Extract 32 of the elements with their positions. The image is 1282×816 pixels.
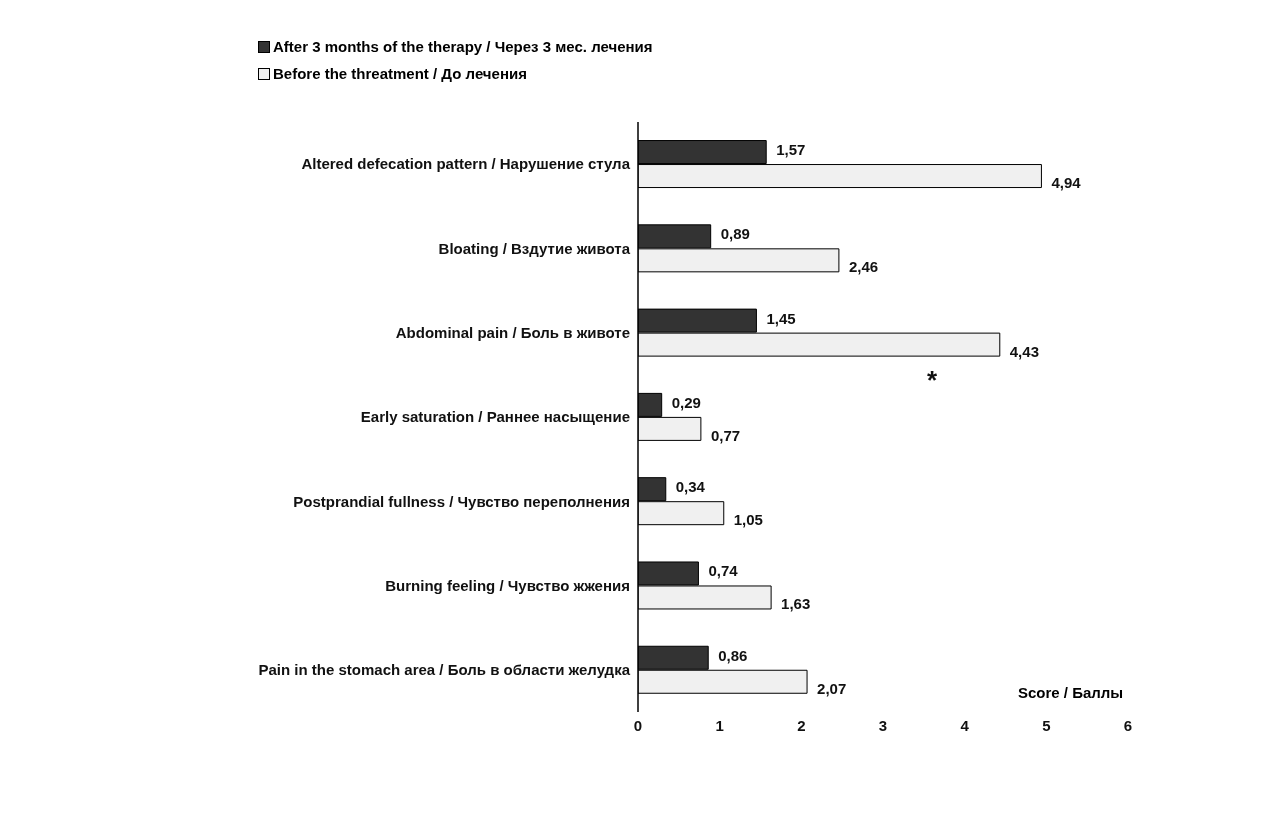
y-tick-label: Pain in the stomach area / Боль в области желудка	[258, 661, 631, 679]
y-tick-label: Altered defecation pattern / Нарушение стула	[301, 155, 631, 173]
legend-label: Before the threatment / До лечения	[273, 65, 527, 82]
data-label: 0,74	[708, 562, 739, 580]
x-tick-label: 1	[715, 716, 724, 734]
data-label: 0,77	[710, 426, 741, 444]
x-tick-label: 3	[878, 716, 888, 734]
data-label: 1,57	[776, 141, 806, 159]
x-tick-label: 2	[797, 716, 806, 734]
x-tick-label: 4	[960, 716, 970, 734]
data-label: 1,45	[766, 309, 796, 327]
data-label: 2,07	[817, 679, 847, 697]
data-label: 0,89	[720, 225, 750, 243]
data-label: 0,86	[718, 646, 748, 664]
data-label: 1,05	[733, 511, 763, 529]
data-label: 2,46	[848, 258, 879, 276]
data-label: 1,63	[781, 595, 811, 613]
data-label: 4,94	[1051, 174, 1082, 192]
data-label: 0,34	[675, 478, 706, 496]
x-tick-label: 6	[1123, 716, 1133, 734]
data-label: 4,43	[1009, 342, 1039, 360]
x-tick-label: 5	[1042, 716, 1051, 734]
y-tick-label: Early saturation / Раннее насыщение	[360, 408, 630, 426]
y-tick-label: Burning feeling / Чувство жжения	[385, 576, 630, 594]
annotation: *	[926, 365, 938, 396]
data-label: 0,29	[671, 393, 701, 411]
y-tick-label: Abdominal pain / Боль в животе	[395, 324, 630, 342]
x-tick-label: 0	[633, 716, 643, 734]
x-axis-title: Score / Баллы	[1018, 684, 1124, 701]
y-tick-label: Bloating / Вздутие живота	[438, 239, 631, 257]
legend-label: After 3 months of the therapy / Через 3 мес. лечения	[273, 38, 653, 55]
y-tick-label: Postprandial fullness / Чувство переполнения	[293, 492, 630, 510]
